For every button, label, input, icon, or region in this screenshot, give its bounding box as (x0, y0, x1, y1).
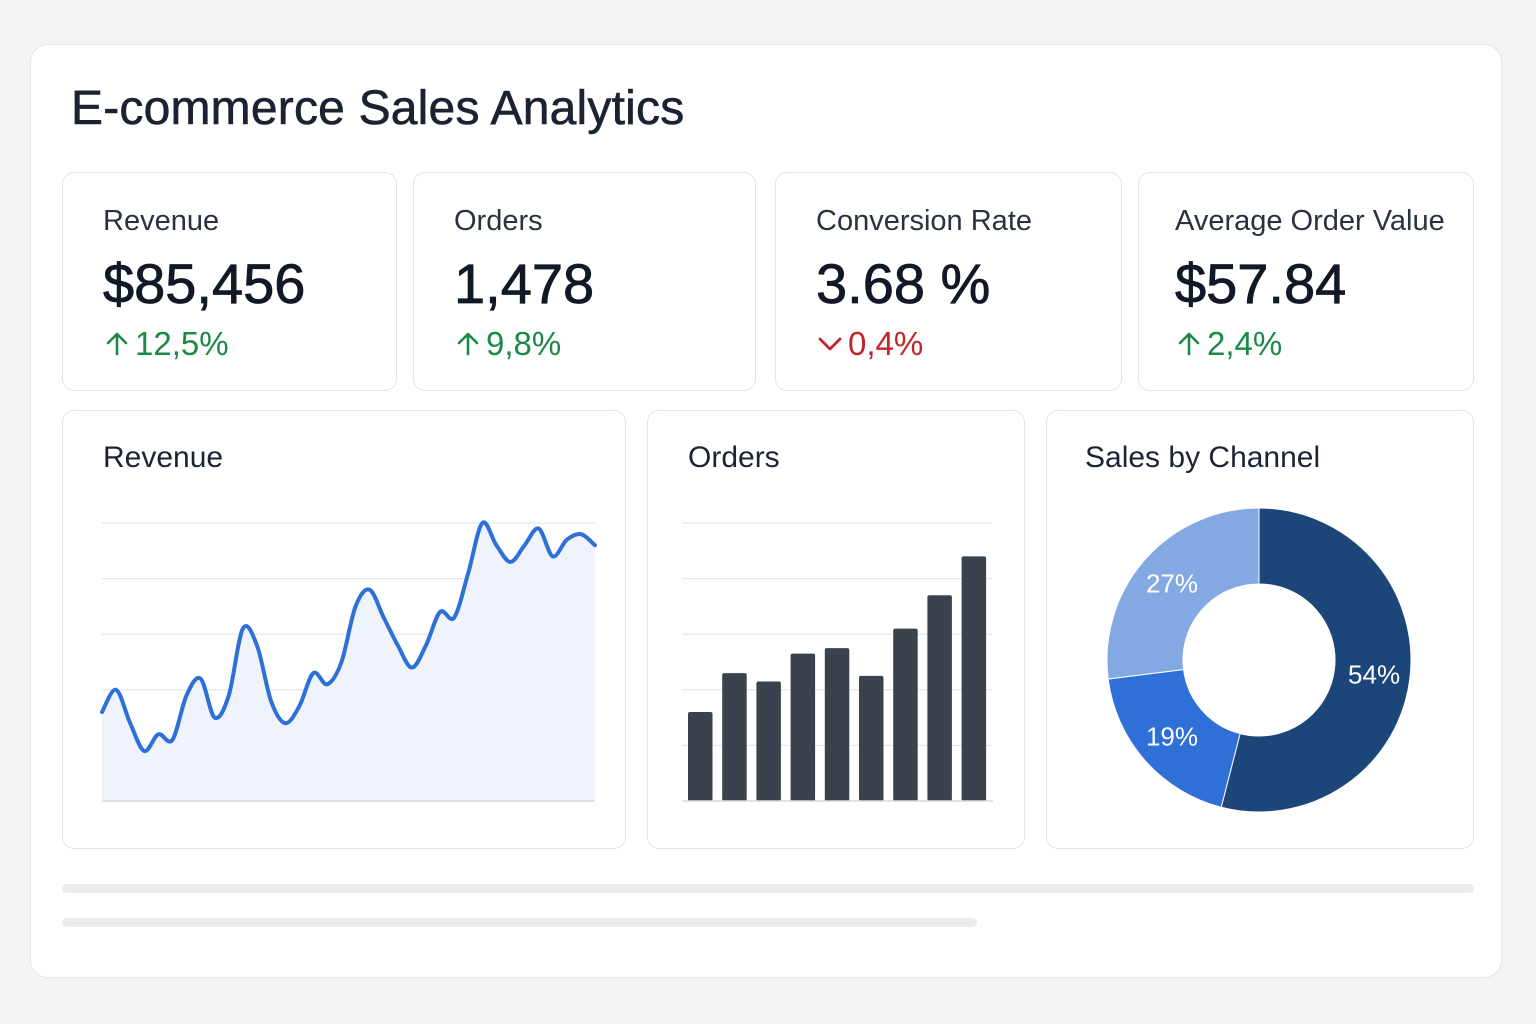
sales-by-channel-card[interactable]: Sales by Channel 54% 19% 27% (1046, 410, 1474, 849)
donut-slice (1220, 507, 1412, 813)
revenue-area (102, 522, 595, 801)
orders-bar (893, 628, 918, 801)
orders-bar (824, 648, 850, 801)
orders-bar (790, 653, 816, 801)
donut-slice-label: 19% (1146, 722, 1198, 752)
arrow-up-icon (106, 332, 128, 356)
kpi-value: $85,456 (103, 252, 306, 316)
chart-title: Sales by Channel (1085, 441, 1321, 474)
kpi-card-conversion-rate[interactable]: Conversion Rate 3.68 % 0,4% (775, 172, 1122, 391)
orders-bar (722, 673, 747, 801)
page-title: E-commerce Sales Analytics (71, 82, 685, 136)
donut-slice (1106, 507, 1260, 680)
kpi-label: Conversion Rate (816, 205, 1032, 237)
kpi-delta-value: 0,4% (848, 325, 924, 362)
dashboard-panel: E-commerce Sales Analytics Revenue $85,4… (30, 44, 1502, 978)
orders-bar (688, 712, 713, 801)
sales-by-channel-donut-chart: 54% 19% 27% (1106, 507, 1412, 813)
arrow-up-icon (457, 332, 479, 356)
kpi-delta: 2,4% (1175, 325, 1282, 363)
orders-bar-chart (682, 522, 993, 802)
revenue-chart-card[interactable]: Revenue (62, 410, 626, 849)
orders-bar (961, 556, 987, 801)
kpi-delta-value: 9,8% (486, 325, 562, 362)
chevron-down-icon (818, 337, 842, 351)
orders-bar (927, 595, 952, 801)
skeleton-line (62, 884, 1474, 893)
donut-slice-label: 54% (1348, 660, 1400, 690)
kpi-label: Average Order Value (1175, 205, 1445, 237)
revenue-line-chart (100, 520, 597, 802)
orders-chart-card[interactable]: Orders (647, 410, 1025, 849)
revenue-line (100, 520, 597, 753)
arrow-up-icon (1178, 332, 1200, 356)
kpi-label: Revenue (103, 205, 220, 237)
kpi-card-average-order-value[interactable]: Average Order Value $57.84 2,4% (1138, 172, 1474, 391)
kpi-card-orders[interactable]: Orders 1,478 9,8% (413, 172, 756, 391)
kpi-delta-value: 12,5% (135, 325, 229, 362)
kpi-value: $57.84 (1175, 252, 1347, 316)
kpi-label: Orders (454, 205, 543, 237)
chart-title: Orders (688, 441, 780, 474)
kpi-delta: 12,5% (103, 325, 229, 363)
orders-bar (756, 681, 781, 801)
kpi-delta: 9,8% (454, 325, 561, 363)
donut-slice (1107, 668, 1241, 808)
kpi-card-revenue[interactable]: Revenue $85,456 12,5% (62, 172, 397, 391)
chart-title: Revenue (103, 441, 224, 474)
kpi-delta-value: 2,4% (1207, 325, 1283, 362)
kpi-value: 1,478 (454, 252, 595, 316)
kpi-delta: 0,4% (816, 325, 923, 363)
donut-slice-label: 27% (1146, 568, 1198, 598)
orders-bar (859, 675, 884, 801)
skeleton-line (62, 918, 977, 927)
kpi-value: 3.68 % (816, 252, 991, 316)
